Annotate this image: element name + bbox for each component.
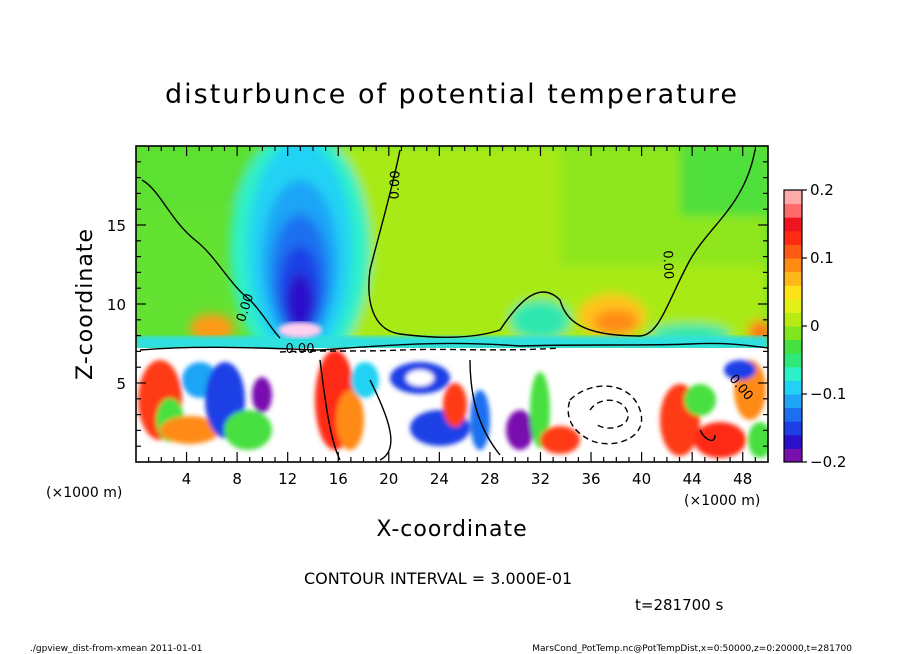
- colorbar-tick-label: −0.2: [810, 453, 846, 471]
- y-tick-label: 10: [107, 296, 126, 314]
- colorbar-swatch: [784, 366, 802, 381]
- x-tick-label: 44: [683, 470, 702, 488]
- x-tick-label: 12: [278, 470, 297, 488]
- x-tick-label: 32: [531, 470, 550, 488]
- colorbar-tick-label: 0.2: [810, 181, 834, 199]
- colorbar-swatch: [784, 394, 802, 409]
- y-axis-label: Z-coordinate: [73, 228, 98, 380]
- x-tick-label: 48: [733, 470, 752, 488]
- x-tick-label: 28: [480, 470, 499, 488]
- contour-label: 0.00: [286, 342, 315, 357]
- contour-label: 0.00: [659, 250, 675, 279]
- x-tick-label: 40: [632, 470, 651, 488]
- x-axis: 4 8 12 16 20 24 28 32 36 40 44 48: [148, 146, 756, 488]
- field-lower: [136, 348, 768, 462]
- colorbar-swatch: [784, 258, 802, 273]
- y-tick-label: 15: [107, 217, 126, 235]
- plot-area: [136, 146, 768, 462]
- colorbar-swatch: [784, 271, 802, 286]
- colorbar-swatch: [784, 285, 802, 300]
- colorbar-tick-label: −0.1: [810, 385, 846, 403]
- x-tick-label: 8: [232, 470, 242, 488]
- x-tick-label: 16: [329, 470, 348, 488]
- colorbar-swatch: [784, 230, 802, 245]
- colorbar-swatch: [784, 353, 802, 368]
- x-tick-label: 4: [182, 470, 192, 488]
- y-axis: 5 10 15: [107, 161, 768, 447]
- colorbar-tick-label: 0: [810, 317, 820, 335]
- colorbar-swatch: [784, 203, 802, 218]
- y-tick-label: 5: [116, 375, 126, 393]
- chart-title: disturbunce of potential temperature: [165, 79, 739, 110]
- colorbar-swatch: [784, 298, 802, 313]
- colorbar-swatch: [784, 448, 802, 463]
- x-unit-right: (×1000 m): [684, 493, 760, 509]
- colorbar: 0.2 0.1 0 −0.1 −0.2: [783, 181, 846, 471]
- colorbar-swatch: [784, 380, 802, 395]
- contour-lines: [139, 149, 768, 461]
- footer-right: MarsCond_PotTemp.nc@PotTempDist,x=0:5000…: [532, 644, 852, 654]
- colorbar-swatch: [784, 312, 802, 327]
- x-tick-label: 20: [379, 470, 398, 488]
- x-axis-label: X-coordinate: [376, 517, 527, 542]
- contour-label: 0.00: [388, 170, 404, 199]
- colorbar-swatch: [784, 190, 802, 205]
- contour-interval: CONTOUR INTERVAL = 3.000E-01: [304, 569, 572, 588]
- colorbar-swatch: [784, 339, 802, 354]
- colorbar-swatch: [784, 407, 802, 422]
- colorbar-swatch: [784, 434, 802, 449]
- field-upper: [136, 146, 768, 370]
- x-tick-label: 36: [581, 470, 600, 488]
- footer-left: ./gpview_dist-from-xmean 2011-01-01: [30, 644, 202, 654]
- colorbar-swatch: [784, 421, 802, 436]
- x-unit-left: (×1000 m): [46, 485, 122, 501]
- time-label: t=281700 s: [635, 596, 723, 614]
- colorbar-swatch: [784, 326, 802, 341]
- x-tick-label: 24: [430, 470, 449, 488]
- colorbar-tick-label: 0.1: [810, 249, 834, 267]
- colorbar-swatch: [784, 244, 802, 259]
- colorbar-swatch: [784, 217, 802, 232]
